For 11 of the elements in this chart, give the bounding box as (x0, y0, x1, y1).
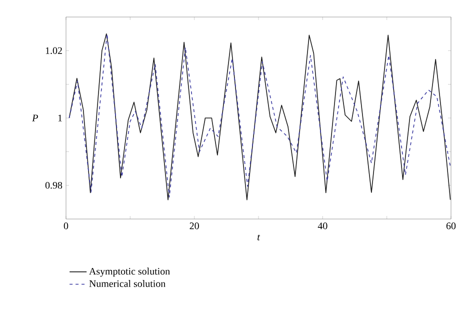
legend-label: Numerical solution (89, 280, 166, 288)
y-axis-title: P (32, 114, 38, 122)
x-tick-label: 20 (190, 222, 199, 230)
x-axis-title: t (258, 234, 260, 240)
y-tick-label: 0.98 (45, 182, 62, 189)
x-tick-label: 0 (64, 222, 68, 230)
legend-label: Asymptotic solution (89, 268, 170, 277)
y-tick-label: 1.02 (46, 47, 62, 54)
x-tick-label: 40 (318, 222, 328, 230)
x-tick-label: 60 (446, 222, 456, 230)
y-tick-label: 1 (58, 114, 62, 122)
